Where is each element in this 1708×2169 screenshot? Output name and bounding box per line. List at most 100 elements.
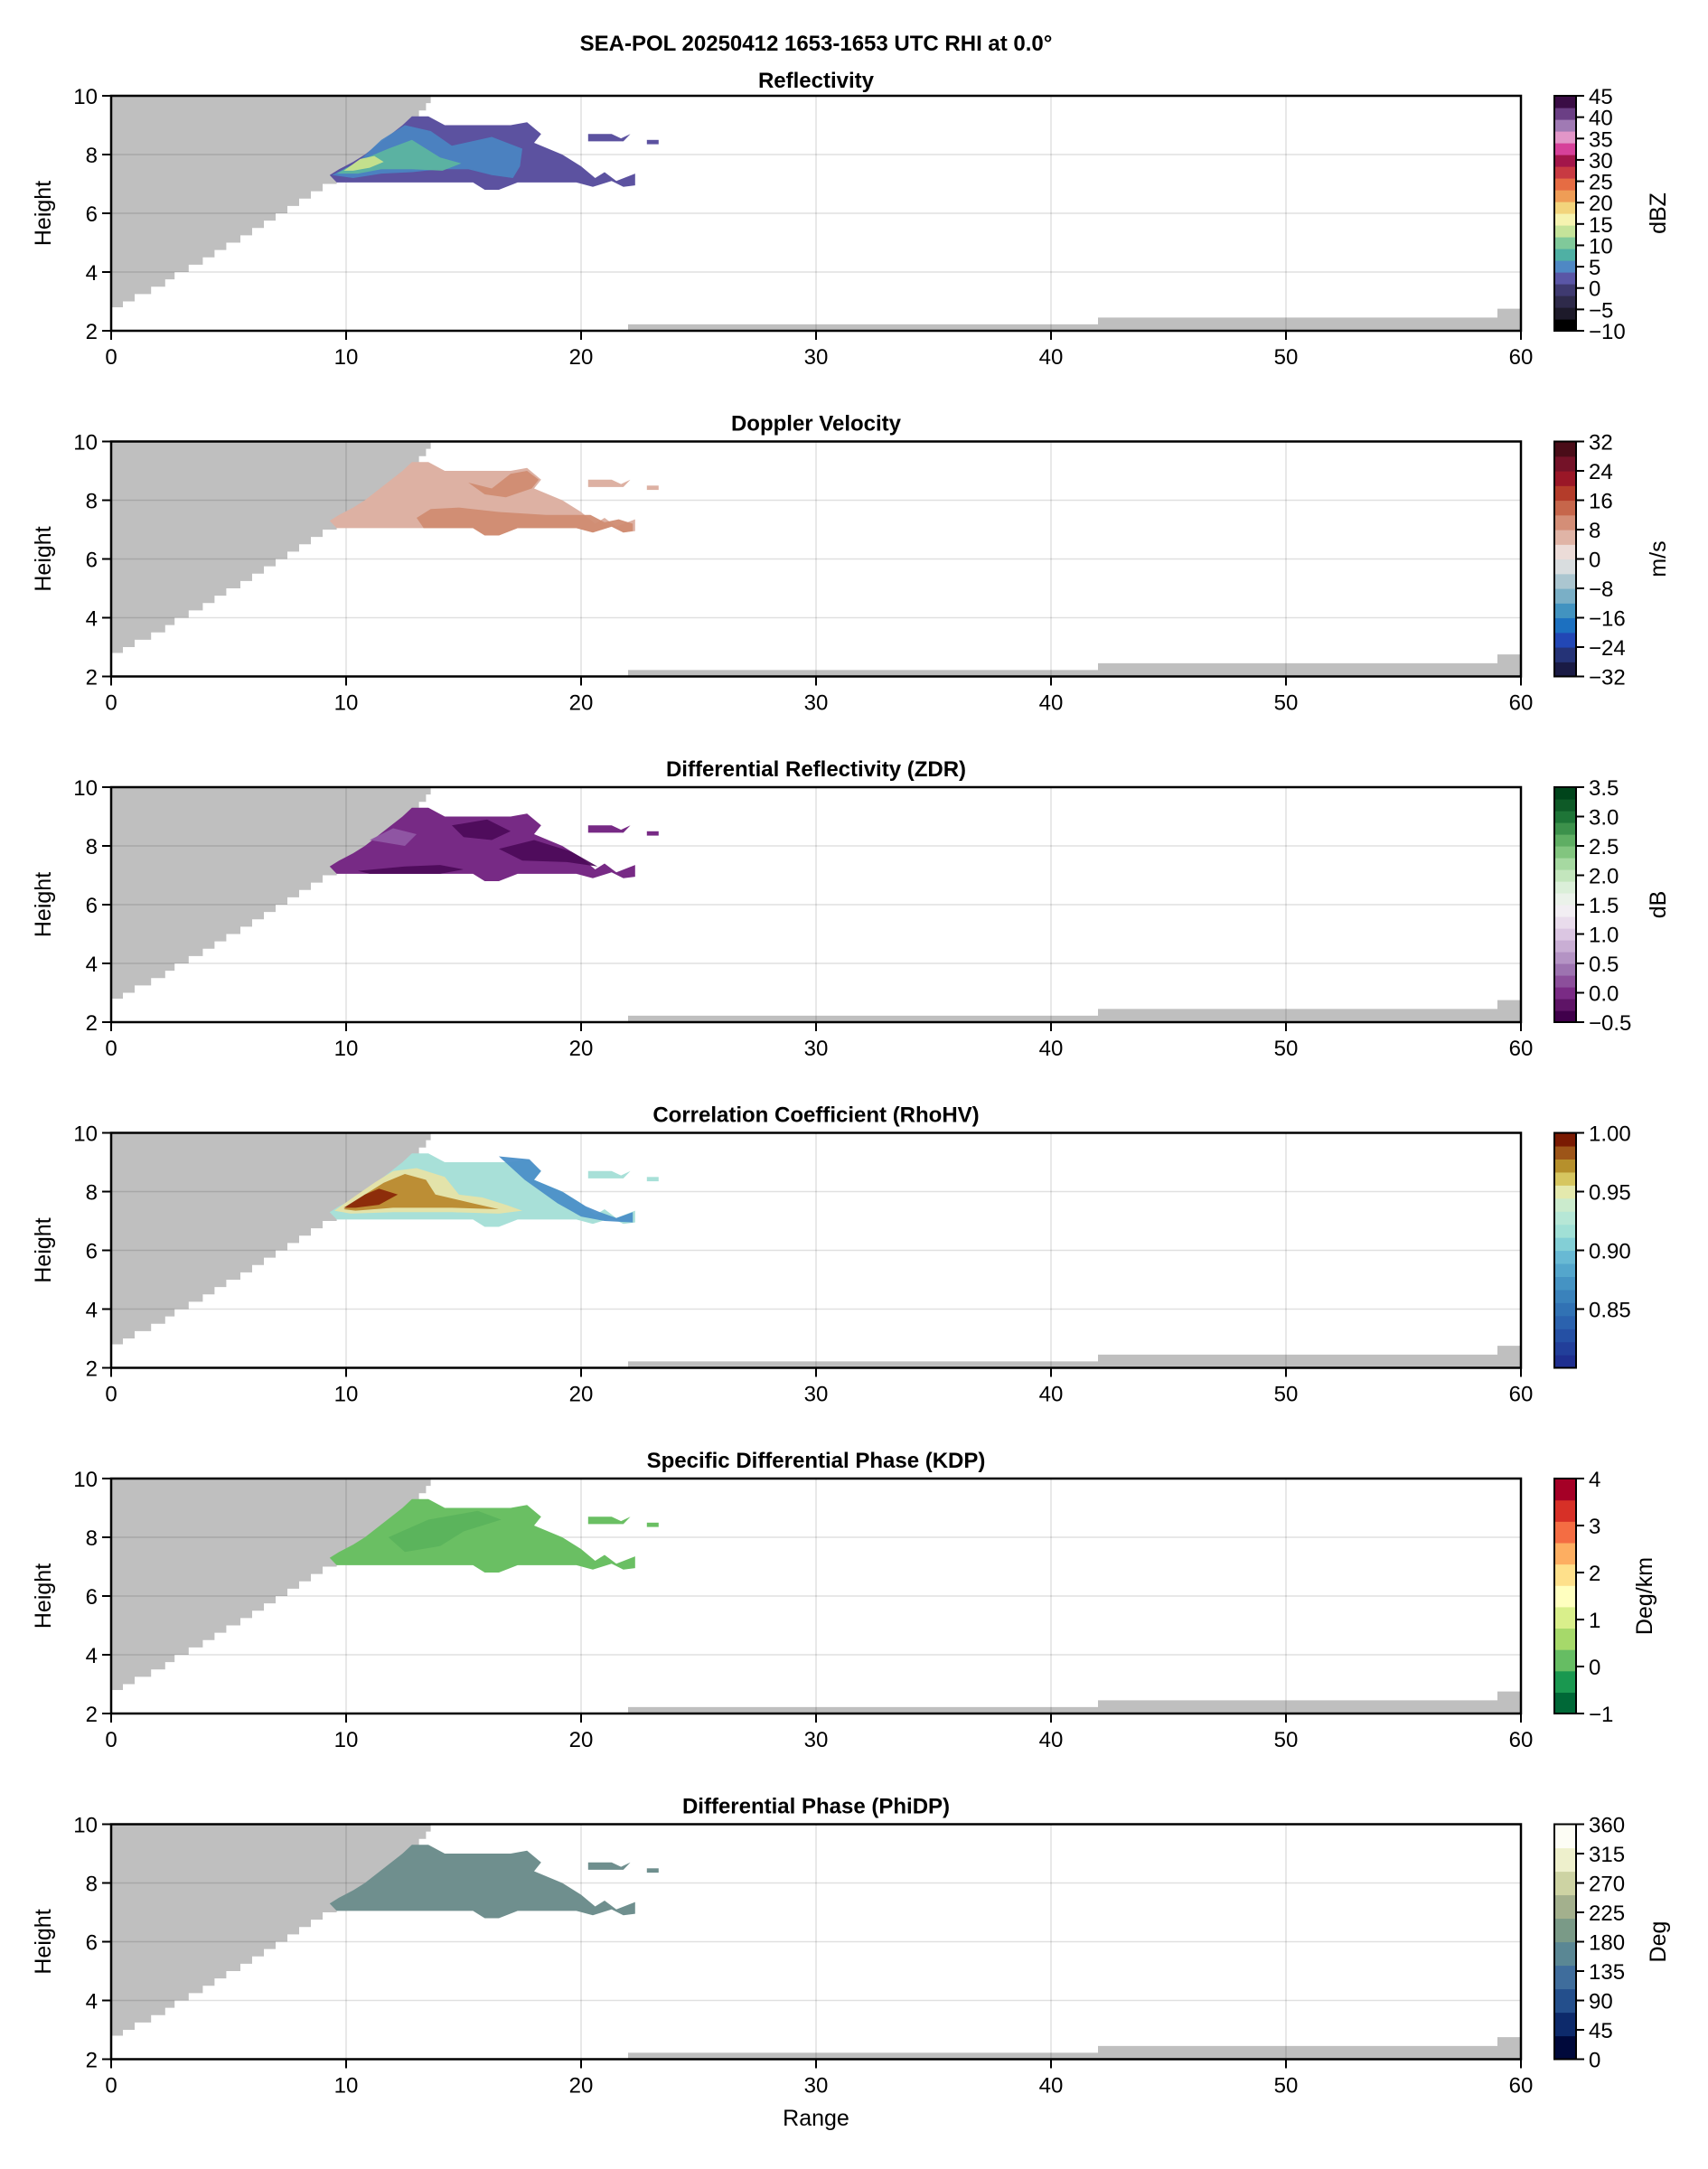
x-tick-label: 30 [804,691,829,716]
panel-title: Doppler Velocity [731,412,902,437]
colorbar-segment [1554,166,1576,179]
x-tick-label: 0 [105,691,117,716]
colorbar-tick-label: 5 [1589,256,1600,280]
colorbar-segment [1554,1521,1576,1544]
y-tick-label: 10 [73,1468,98,1492]
colorbar-segment [1554,881,1576,894]
panel-3: Differential Reflectivity (ZDR)0 10 20 30 40… [31,757,1671,1061]
colorbar-segment [1554,1315,1576,1329]
plot-area [111,787,1521,1022]
y-tick-label: 6 [86,202,98,227]
echo-region [329,1845,635,1919]
colorbar-tick-label: 10 [1589,234,1613,258]
colorbar-tick-label: 1.0 [1589,924,1619,948]
y-axis-label: Height [31,1217,56,1282]
colorbar-segment [1554,1965,1576,1990]
colorbar-segment [1554,108,1576,120]
colorbar: −0.5 0.0 0.5 1.0 1.5 2.0 2.5 3.0 3.5 dB [1553,776,1671,1036]
colorbar-tick-label: 0 [1589,549,1600,573]
echo-feature-outbound-lower [417,507,633,536]
colorbar-segment [1554,905,1576,917]
echo-fragment [646,1522,659,1527]
y-tick-label: 10 [73,431,98,455]
echo-fragment [587,134,631,142]
echo-region [329,1498,635,1573]
colorbar-segment [1554,1145,1576,1160]
beam-blockage-mask [111,441,431,677]
colorbar-segment [1554,1941,1576,1967]
colorbar-segment [1554,178,1576,191]
colorbar-segment [1554,975,1576,988]
colorbar-label: dB [1646,891,1671,919]
echo-feature-dark-base [452,819,511,840]
ground-clutter-mask [628,670,1098,677]
echo-feature-darker-band [388,1510,502,1553]
colorbar-tick-label: 1 [1589,1609,1600,1633]
x-tick-label: 60 [1509,1383,1534,1407]
colorbar-segment [1554,799,1576,812]
ground-clutter-mask [1497,308,1521,331]
x-tick-label: 10 [334,691,359,716]
echo-fragment [646,485,659,491]
colorbar-tick-label: 135 [1589,1960,1625,1985]
colorbar-segment [1554,559,1576,575]
beam-blockage-mask [111,787,431,1022]
y-tick-label: 4 [86,261,98,286]
colorbar-segment [1554,1250,1576,1264]
figure-suptitle: SEA-POL 20250412 1653-1653 UTC RHI at 0.… [580,32,1053,56]
x-tick-label: 10 [334,1383,359,1407]
y-tick-label: 8 [86,490,98,514]
ground-clutter-mask [1098,1354,1497,1368]
colorbar-tick-label: 25 [1589,171,1613,195]
y-axis-label: Height [31,1909,56,1974]
colorbar-segment [1554,1894,1576,1920]
x-tick-label: 20 [569,1037,594,1061]
panel-6: Differential Phase (PhiDP)0 10 20 30 40 50 602… [31,1795,1671,2099]
x-tick-label: 30 [804,1383,829,1407]
echo-feature-max [343,155,384,171]
y-tick-label: 2 [86,1011,98,1036]
ground-clutter-mask [1497,1000,1521,1022]
echo-feature-low-rhohv-edge [499,1156,633,1223]
x-tick-label: 60 [1509,1728,1534,1752]
panel-title: Differential Reflectivity (ZDR) [666,757,966,782]
colorbar-segment [1554,1670,1576,1693]
plot-area [111,1132,1521,1368]
x-tick-label: 50 [1274,345,1299,370]
colorbar-segment [1554,1628,1576,1650]
colorbar-segment [1554,131,1576,144]
colorbar-segment [1554,213,1576,226]
x-tick-label: 0 [105,1728,117,1752]
x-tick-label: 50 [1274,1037,1299,1061]
colorbar-segment [1554,1847,1576,1873]
x-tick-label: 40 [1039,2074,1064,2099]
colorbar-tick-label: 180 [1589,1931,1625,1956]
x-tick-label: 40 [1039,1383,1064,1407]
y-tick-label: 2 [86,2049,98,2073]
x-tick-label: 60 [1509,1037,1534,1061]
colorbar-segment [1554,952,1576,964]
colorbar-tick-label: 8 [1589,519,1600,543]
colorbar-segment [1554,1988,1576,2014]
colorbar-segment [1554,441,1576,457]
colorbar-segment [1554,588,1576,604]
plot-area [111,441,1521,677]
colorbar-segment [1554,544,1576,560]
beam-blockage-mask [111,1132,431,1368]
y-tick-label: 2 [86,1703,98,1727]
x-tick-label: 10 [334,1728,359,1752]
y-tick-label: 2 [86,320,98,344]
colorbar-tick-label: 225 [1589,1901,1625,1926]
x-tick-label: 30 [804,1037,829,1061]
colorbar-segment [1554,530,1576,545]
x-tick-label: 20 [569,2074,594,2099]
y-tick-label: 8 [86,835,98,859]
colorbar-segment [1554,1010,1576,1023]
colorbar-segment [1554,1197,1576,1212]
y-tick-label: 6 [86,1585,98,1610]
y-tick-label: 4 [86,1644,98,1668]
plot-area [111,96,1521,331]
colorbar-tick-label: 45 [1589,2019,1613,2043]
